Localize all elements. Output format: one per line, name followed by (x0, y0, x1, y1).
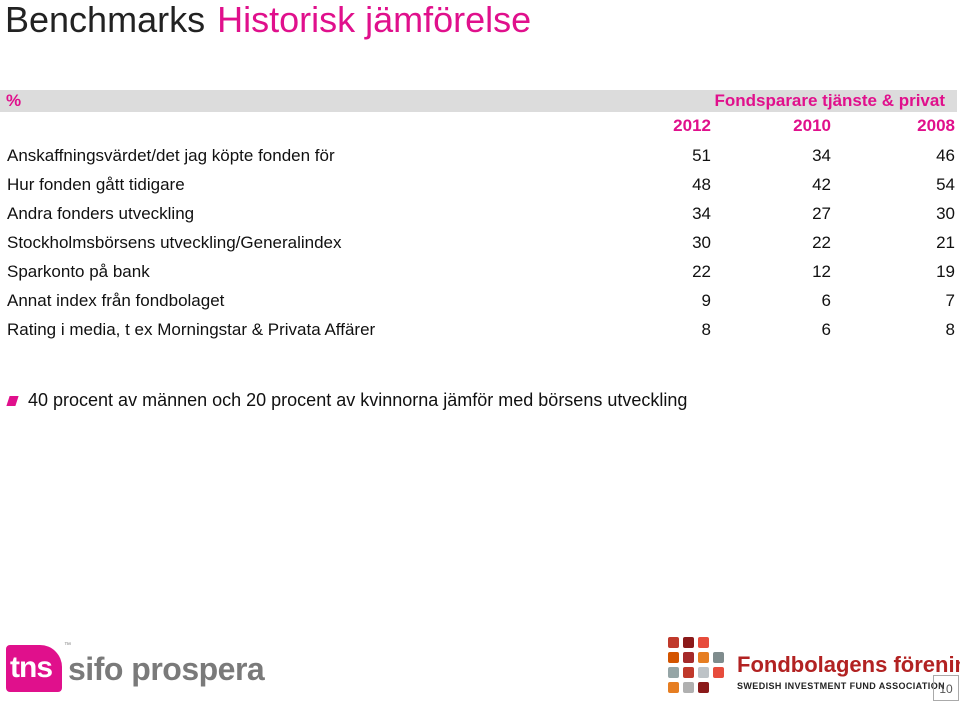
year-col-3: 2008 (917, 116, 955, 135)
page-number: 10 (933, 675, 959, 701)
table-row: Hur fonden gått tidigare 48 42 54 (0, 175, 960, 203)
trademark-symbol: ™ (64, 642, 71, 649)
cell-value: 34 (812, 146, 831, 165)
cell-value: 30 (692, 233, 711, 252)
table-row: Anskaffningsvärdet/det jag köpte fonden … (0, 146, 960, 174)
row-label: Rating i media, t ex Morningstar & Priva… (7, 320, 376, 339)
cell-value: 42 (812, 175, 831, 194)
note-text: 40 procent av männen och 20 procent av k… (28, 390, 688, 410)
row-label: Anskaffningsvärdet/det jag köpte fonden … (7, 146, 335, 165)
year-header-row: 2012 2010 2008 (0, 116, 960, 138)
row-label: Hur fonden gått tidigare (7, 175, 185, 194)
tns-sifo-prospera-logo: tns ™ sifo prospera (6, 642, 265, 695)
note-bullet: 40 procent av männen och 20 procent av k… (0, 390, 960, 416)
fondbolagen-grid-icon (668, 637, 726, 695)
cell-value: 48 (692, 175, 711, 194)
cell-value: 8 (701, 320, 711, 339)
cell-value: 9 (701, 291, 711, 310)
cell-value: 27 (812, 204, 831, 223)
group-title: Fondsparare tjänste & privat (714, 91, 945, 110)
fondbolagen-name: Fondbolagens förening (737, 652, 960, 677)
cell-value: 6 (821, 291, 831, 310)
row-label: Annat index från fondbolaget (7, 291, 225, 310)
sifo-prospera-wordmark: sifo prospera (68, 651, 265, 687)
row-label: Sparkonto på bank (7, 262, 150, 281)
cell-value: 12 (812, 262, 831, 281)
year-col-1: 2012 (673, 116, 711, 135)
table-row: Andra fonders utveckling 34 27 30 (0, 204, 960, 232)
year-col-2: 2010 (793, 116, 831, 135)
title-sub: Historisk jämförelse (217, 0, 532, 40)
cell-value: 21 (936, 233, 955, 252)
unit-label: % (6, 91, 22, 110)
table-row: Sparkonto på bank 22 12 19 (0, 262, 960, 290)
cell-value: 30 (936, 204, 955, 223)
cell-value: 8 (945, 320, 955, 339)
fondbolagen-subtitle: SWEDISH INVESTMENT FUND ASSOCIATION (737, 681, 946, 691)
title-main: Benchmarks (5, 0, 206, 40)
row-label: Andra fonders utveckling (7, 204, 195, 223)
fondbolagen-logo: Fondbolagens förening SWEDISH INVESTMENT… (668, 637, 960, 695)
cell-value: 22 (692, 262, 711, 281)
bullet-icon (6, 396, 19, 406)
tns-logo-mark: tns (6, 645, 62, 692)
tns-logo-text: tns (10, 651, 53, 684)
table-row: Rating i media, t ex Morningstar & Priva… (0, 320, 960, 348)
cell-value: 7 (945, 291, 955, 310)
row-label: Stockholmsbörsens utveckling/Generalinde… (7, 233, 342, 252)
table-row: Stockholmsbörsens utveckling/Generalinde… (0, 233, 960, 261)
table-header-bar: % Fondsparare tjänste & privat (0, 90, 957, 112)
cell-value: 54 (936, 175, 955, 194)
table-row: Annat index från fondbolaget 9 6 7 (0, 291, 960, 319)
cell-value: 34 (692, 204, 711, 223)
cell-value: 6 (821, 320, 831, 339)
page-title: Benchmarks Historisk jämförelse (5, 0, 531, 42)
cell-value: 19 (936, 262, 955, 281)
cell-value: 22 (812, 233, 831, 252)
cell-value: 46 (936, 146, 955, 165)
cell-value: 51 (692, 146, 711, 165)
